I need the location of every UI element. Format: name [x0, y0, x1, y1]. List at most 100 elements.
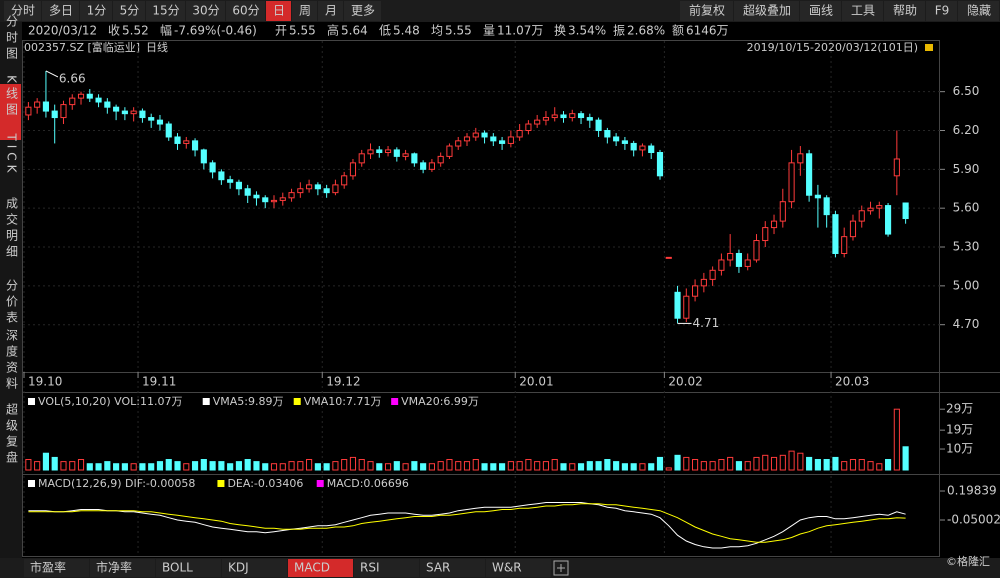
tool[interactable]: F9 [935, 4, 950, 18]
tool-bg[interactable] [680, 1, 733, 21]
tool[interactable]: 画线 [809, 4, 833, 18]
side-tab-bg[interactable] [0, 290, 21, 346]
candle-body [95, 97, 102, 103]
tab[interactable]: 1分 [87, 4, 107, 18]
bottom-tab-bg[interactable] [222, 559, 287, 577]
candle-body [279, 197, 286, 201]
bottom-tab-bg[interactable] [420, 559, 485, 577]
tool-bg[interactable] [734, 1, 799, 21]
bottom-tab[interactable]: RSI [360, 561, 380, 575]
volume-bar [779, 454, 786, 471]
tab[interactable]: 月 [325, 4, 337, 18]
volume-bar [674, 454, 681, 471]
side-tab-bg[interactable] [0, 84, 21, 140]
tab-bg[interactable] [113, 1, 145, 21]
tool[interactable]: 隐藏 [967, 4, 991, 18]
bottom-tab[interactable]: W&R [492, 561, 522, 575]
bottom-tab-bg[interactable] [288, 559, 353, 577]
tool-bg[interactable] [926, 1, 957, 21]
tab-bg[interactable] [344, 1, 381, 21]
tool-bg[interactable] [842, 1, 883, 21]
side-tab[interactable]: 超级复盘 [5, 402, 19, 467]
tab-bg[interactable] [266, 1, 291, 21]
candle-body [683, 295, 690, 319]
volume-bar [744, 461, 751, 471]
bottom-tab[interactable]: 市盈率 [30, 560, 66, 575]
bottom-tab[interactable]: 市净率 [96, 560, 132, 575]
tab[interactable]: 日 [273, 4, 285, 18]
bottom-tab[interactable]: MACD [294, 561, 330, 575]
tool[interactable]: 工具 [851, 4, 875, 18]
tab[interactable]: 30分 [192, 4, 219, 18]
info-value: 5.64 [341, 24, 368, 38]
bottom-tab[interactable]: SAR [426, 561, 450, 575]
tab-bg[interactable] [318, 1, 343, 21]
tab[interactable]: 更多 [351, 4, 375, 18]
tab-bg[interactable] [146, 1, 185, 21]
bottom-tab[interactable]: BOLL [162, 561, 193, 575]
candle-body [306, 184, 313, 190]
add-tab[interactable] [553, 560, 569, 576]
lock-icon[interactable] [925, 44, 933, 51]
candle-body [69, 97, 76, 106]
side-tab[interactable]: K线图 [5, 75, 19, 119]
bottom-tab-bg[interactable] [156, 559, 221, 577]
bottom-tab-bg[interactable] [24, 559, 89, 577]
candle-body [420, 162, 427, 170]
tool[interactable]: 超级叠加 [743, 3, 791, 18]
tool-bg[interactable] [884, 1, 925, 21]
tab[interactable]: 15分 [152, 4, 179, 18]
tab-bg[interactable] [292, 1, 317, 21]
tab-bg[interactable] [226, 1, 265, 21]
side-tab-bg[interactable] [0, 142, 21, 214]
side-tab-bg[interactable] [0, 422, 21, 494]
side-tab[interactable]: 分时图 [5, 15, 19, 63]
tab-bg[interactable] [42, 1, 79, 21]
tab[interactable]: 周 [299, 4, 311, 18]
tool-bg[interactable] [958, 1, 999, 21]
tab-bg[interactable] [186, 1, 225, 21]
y-tick-label: 6.50 [953, 84, 980, 98]
candle-body [613, 136, 620, 142]
bottom-tab-bg[interactable] [354, 559, 419, 577]
tab[interactable]: 多日 [49, 4, 73, 18]
bottom-tab-bg[interactable] [90, 559, 155, 577]
tool[interactable]: 帮助 [893, 4, 917, 18]
side-tab-bg[interactable] [0, 26, 21, 82]
volume-bar [613, 461, 620, 471]
info-value: 5.48 [393, 24, 420, 38]
y-tick-label: 5.30 [953, 240, 980, 254]
candle-body [656, 152, 664, 177]
legend-swatch [202, 398, 210, 405]
candle-body [402, 153, 409, 157]
bottom-tab-bg[interactable] [486, 559, 551, 577]
tab[interactable]: 60分 [232, 4, 259, 18]
side-tab[interactable]: TICK [5, 132, 19, 176]
tab-bg[interactable] [4, 1, 41, 21]
tab[interactable]: 5分 [120, 4, 140, 18]
volume-bar [42, 452, 50, 471]
volume-bar [630, 463, 637, 471]
period: 日线 [146, 40, 168, 54]
side-tab-bg[interactable] [0, 348, 21, 420]
candle-body [332, 184, 339, 194]
legend-swatch [391, 398, 399, 405]
tool[interactable]: 前复权 [689, 3, 725, 18]
legend-swatch [28, 398, 35, 405]
side-tab[interactable]: 成交明细 [5, 197, 19, 261]
info-label: 换 [554, 24, 566, 38]
side-tab-bg[interactable] [0, 216, 21, 288]
tab-bg[interactable] [80, 1, 112, 21]
info-value: 11.07万 [497, 24, 543, 38]
candle-body [472, 132, 479, 138]
side-tab[interactable]: 深度资料 [5, 329, 19, 393]
volume-bar [209, 461, 216, 471]
tool-bg[interactable] [800, 1, 841, 21]
tab[interactable]: 分时 [11, 4, 35, 18]
candle-body [314, 184, 321, 190]
bottom-tab[interactable]: KDJ [228, 561, 249, 575]
volume-bar [191, 461, 199, 471]
side-tab[interactable]: 分价表 [5, 279, 19, 327]
volume-bar [604, 459, 611, 471]
